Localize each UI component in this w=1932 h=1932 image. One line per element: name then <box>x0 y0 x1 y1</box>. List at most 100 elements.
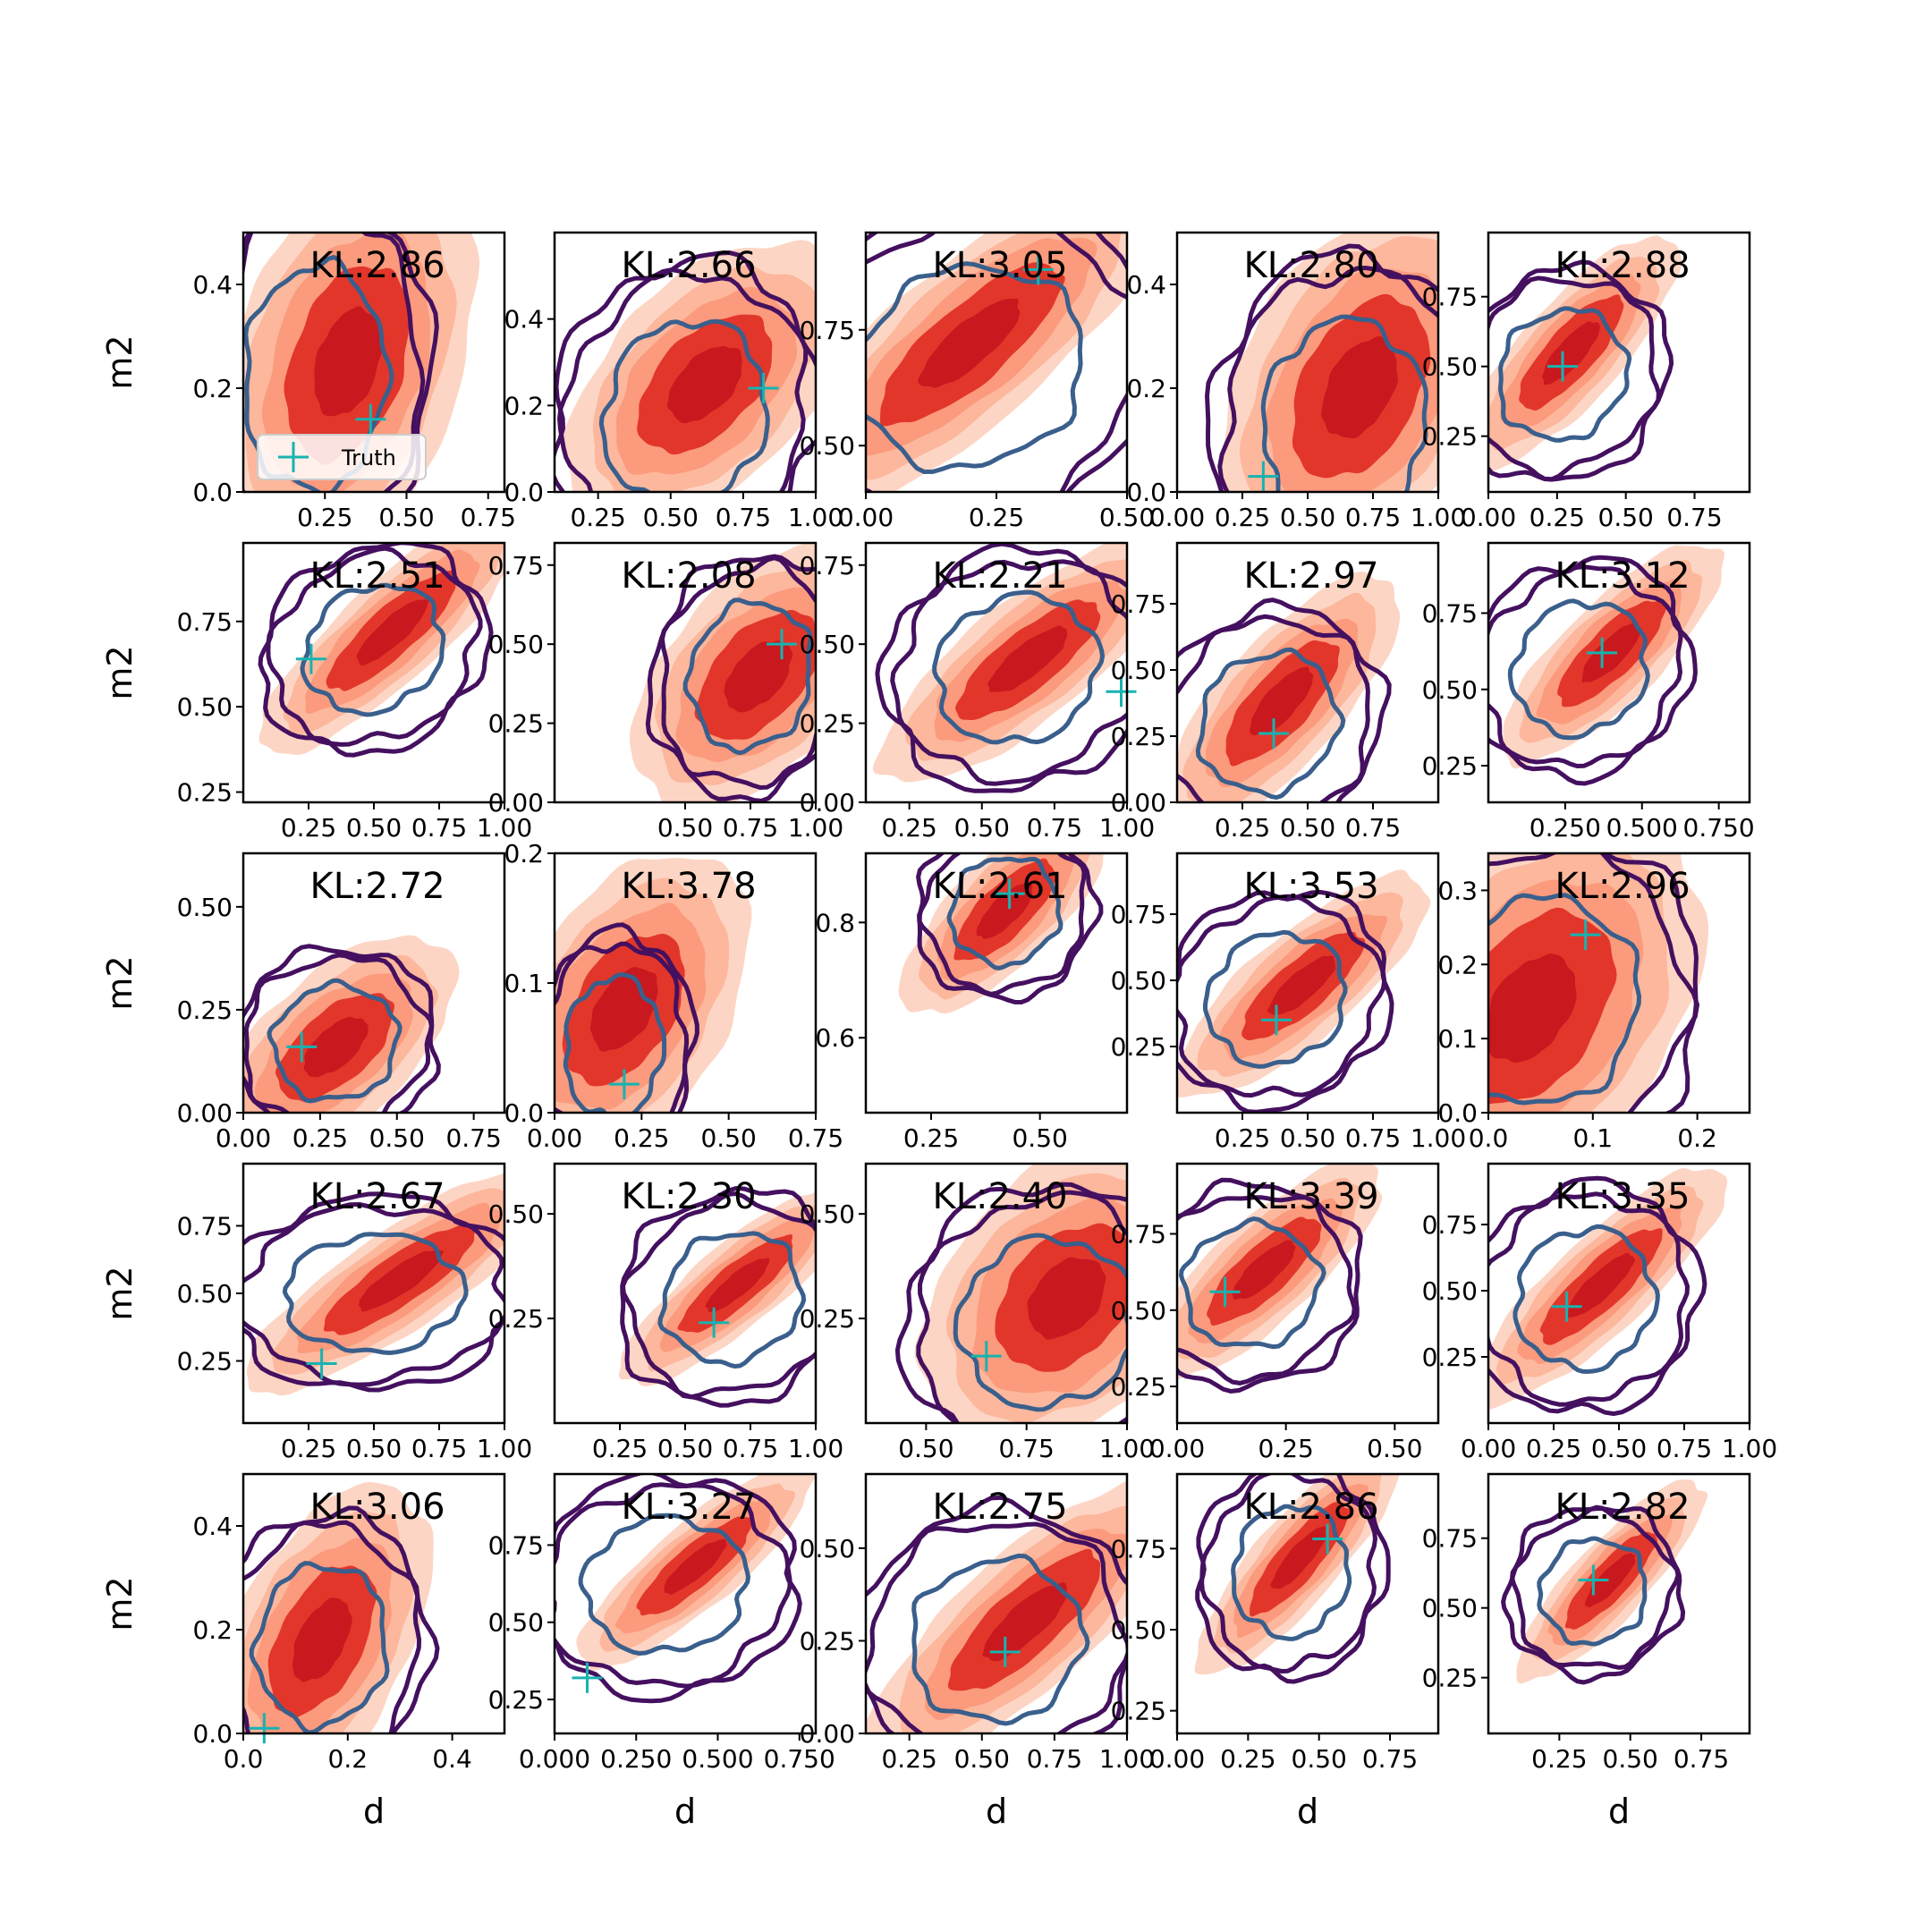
x-tick-label: 0.50 <box>346 813 402 843</box>
panel-title: KL:2.86 <box>309 245 445 286</box>
posterior-density-level-5 <box>918 298 1021 388</box>
x-tick-label: 0.25 <box>570 503 625 532</box>
y-tick-label: 0.4 <box>192 1512 233 1541</box>
x-tick-label: 0.50 <box>954 813 1010 843</box>
approx-contour-inner <box>682 597 813 756</box>
approx-contour-middle <box>555 1482 792 1689</box>
x-tick-label: 0.1 <box>1573 1123 1614 1153</box>
posterior-density-level-5 <box>1232 1240 1296 1301</box>
approx-contour-inner <box>1537 1536 1648 1647</box>
y-tick-label: 0.75 <box>800 316 855 345</box>
y-tick-label: 0.0 <box>504 478 544 507</box>
panel-13: 0.25 0.50 0.6 0.8 KL:2.61 <box>815 852 1129 1153</box>
approx-contour-outer <box>1177 597 1392 802</box>
x-tick-label: 0.75 <box>411 1434 467 1463</box>
y-tick-label: 0.50 <box>488 630 544 659</box>
posterior-density-level-5 <box>987 625 1067 692</box>
approx-contour-middle <box>243 233 426 492</box>
panel-2: 0.25 0.50 0.75 1.00 0.0 0.2 0.4 KL:2.66 <box>504 231 843 532</box>
approx-contour-inner <box>953 1233 1127 1412</box>
x-tick-label: 0.50 <box>700 1123 756 1153</box>
x-tick-label: 0.50 <box>1292 1744 1347 1774</box>
truth-marker <box>1587 637 1618 668</box>
panel-title: KL:2.96 <box>1555 866 1690 907</box>
y-axis-label: m2 <box>100 1576 140 1631</box>
x-tick-label: 0.75 <box>723 813 778 843</box>
truth-marker <box>608 1069 640 1100</box>
truth-marker <box>572 1662 603 1693</box>
y-tick-label: 0.1 <box>504 969 544 998</box>
panel-7: 0.50 0.75 1.00 0.00 0.25 0.50 0.75 KL:2.08 <box>488 541 843 843</box>
panel-title: KL:2.08 <box>621 555 756 597</box>
truth-marker <box>249 1713 280 1744</box>
posterior-density-level-5 <box>976 882 1033 939</box>
panel-plot-area <box>1204 233 1438 492</box>
posterior-density-level-5 <box>1584 1553 1636 1607</box>
panel-10: 0.250 0.500 0.750 0.25 0.50 0.75 KL:3.12 <box>1422 541 1755 843</box>
posterior-density-level-5 <box>1270 1526 1326 1589</box>
y-tick-label: 0.0 <box>504 1098 544 1128</box>
posterior-density-level-5 <box>982 1582 1067 1662</box>
approx-contour-outer <box>1488 1175 1707 1417</box>
y-tick-label: 0.50 <box>800 1199 855 1229</box>
approx-contour-outer <box>866 1495 1127 1733</box>
y-tick-label: 0.50 <box>488 1608 544 1638</box>
y-tick-label: 0.50 <box>488 1199 544 1229</box>
x-tick-label: 0.500 <box>682 1744 753 1774</box>
panel-plot-area <box>618 1185 816 1408</box>
panel-11: 0.00 0.25 0.50 0.75 0.00 0.25 0.50 KL:2.72 m2 <box>100 852 506 1153</box>
approx-contour-inner <box>249 1561 390 1733</box>
posterior-density-level-5 <box>1250 666 1314 736</box>
x-tick-label: 1.00 <box>1411 503 1466 532</box>
panel-title: KL:2.75 <box>932 1487 1067 1528</box>
posterior-density-level-5 <box>724 640 793 713</box>
x-tick-label: 0.75 <box>1657 1434 1712 1463</box>
approx-contour-inner <box>1231 1504 1352 1641</box>
panel-plot-area <box>1177 1164 1383 1394</box>
x-tick-label: 0.75 <box>788 1123 843 1153</box>
y-tick-label: 0.25 <box>1111 1697 1166 1726</box>
legend-label: Truth <box>341 445 396 470</box>
y-tick-label: 0.25 <box>1422 751 1478 781</box>
approx-contour-outer <box>1177 889 1394 1113</box>
x-tick-label: 0.4 <box>432 1744 472 1774</box>
x-axis-label: d <box>674 1792 696 1831</box>
y-tick-label: 0.50 <box>800 1534 855 1563</box>
x-tick-label: 0.25 <box>292 1123 348 1153</box>
panel-title: KL:2.40 <box>932 1176 1067 1217</box>
approx-contour-inner <box>598 318 770 492</box>
panel-15: 0.0 0.1 0.2 0.0 0.1 0.2 0.3 KL:2.96 <box>1437 852 1751 1153</box>
y-tick-label: 0.75 <box>1422 598 1478 628</box>
approx-contour-inner <box>911 1553 1090 1726</box>
truth-marker <box>748 373 779 403</box>
panel-title: KL:3.27 <box>621 1487 756 1528</box>
x-tick-label: 0.25 <box>1526 1434 1581 1463</box>
panel-plot-area <box>866 1480 1127 1733</box>
x-tick-label: 0.50 <box>1280 503 1335 532</box>
y-tick-label: 0.2 <box>1437 950 1478 979</box>
x-tick-label: 0.0 <box>224 1744 264 1774</box>
panel-title: KL:2.80 <box>1243 245 1378 286</box>
panel-title: KL:3.06 <box>309 1487 445 1528</box>
approx-contour-inner <box>1202 929 1348 1069</box>
y-tick-label: 0.0 <box>1437 1098 1478 1128</box>
approx-contour-inner <box>946 856 1063 970</box>
x-tick-label: 0.50 <box>1280 1123 1335 1153</box>
y-tick-label: 0.4 <box>504 305 544 335</box>
y-tick-label: 0.50 <box>1111 656 1166 685</box>
x-tick-label: 0.500 <box>1606 813 1678 843</box>
y-tick-label: 0.50 <box>1422 1594 1478 1623</box>
y-tick-label: 0.0 <box>192 1719 233 1749</box>
y-tick-label: 0.75 <box>1422 283 1478 312</box>
y-tick-label: 0.2 <box>192 1615 233 1645</box>
panel-plot-area <box>872 543 1127 793</box>
x-tick-label: 0.00 <box>1461 1434 1516 1463</box>
y-tick-label: 0.00 <box>488 788 544 818</box>
panel-18: 0.50 0.75 1.00 0.25 0.50 KL:2.40 <box>800 1162 1155 1463</box>
panel-plot-area <box>898 853 1104 1014</box>
panel-title: KL:3.39 <box>1243 1176 1378 1217</box>
panel-title: KL:3.53 <box>1243 866 1378 907</box>
x-axis-label: d <box>363 1792 385 1831</box>
x-tick-label: 1.00 <box>788 1434 843 1463</box>
panel-title: KL:2.51 <box>309 555 445 597</box>
